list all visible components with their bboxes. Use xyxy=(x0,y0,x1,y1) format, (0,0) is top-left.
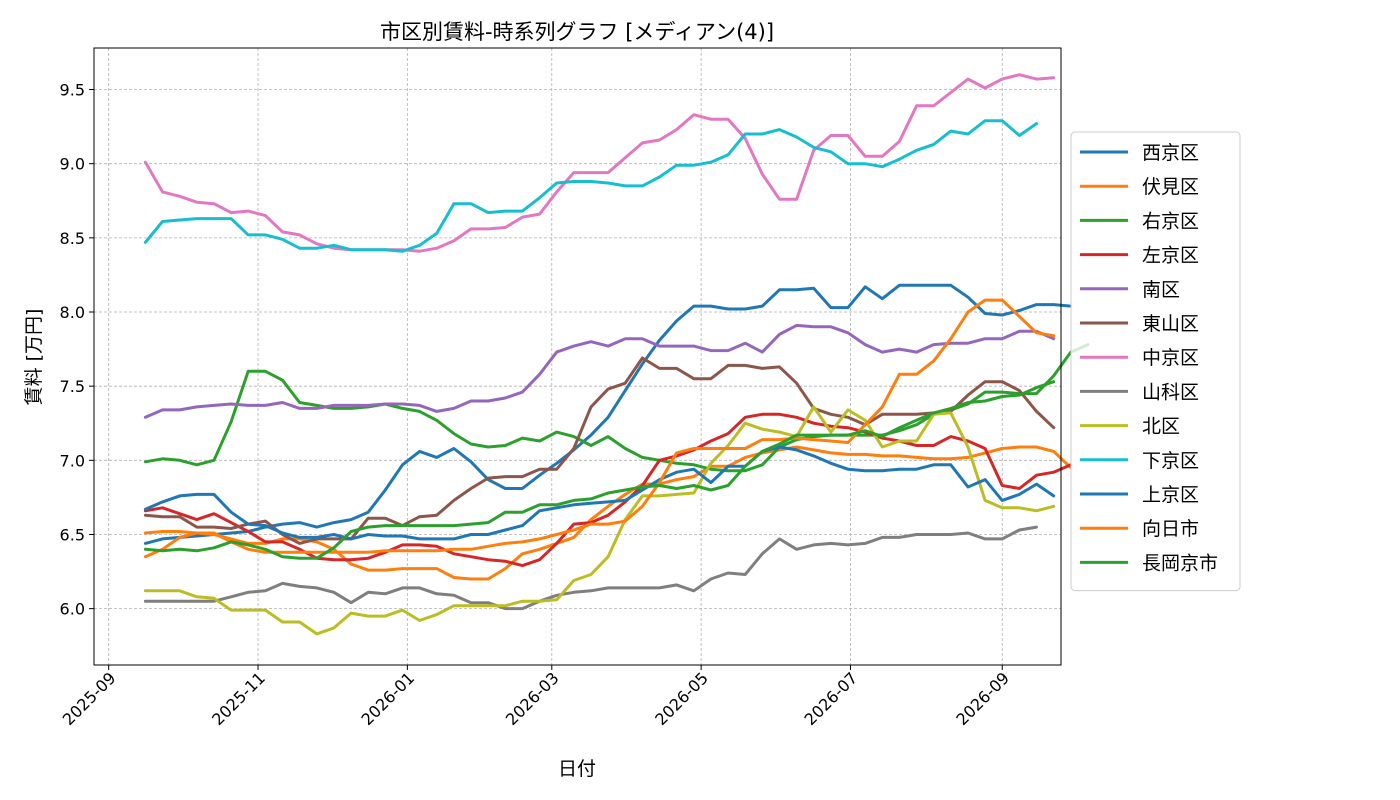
legend-label: 右京区 xyxy=(1142,210,1199,232)
y-tick-label: 6.0 xyxy=(60,600,85,619)
legend-label: 山科区 xyxy=(1142,381,1199,403)
y-axis: 6.0 6.5 7.0 7.5 8.0 8.5 9.0 9.5 xyxy=(60,81,94,619)
series-line xyxy=(143,298,1056,559)
legend-label: 中京区 xyxy=(1142,347,1199,369)
legend-label: 北区 xyxy=(1142,416,1180,438)
series-line xyxy=(143,412,1073,568)
series-line xyxy=(143,323,1056,419)
series-line xyxy=(143,356,1056,545)
series-line xyxy=(143,380,1056,560)
x-axis-label: 日付 xyxy=(558,758,596,780)
legend-label: 左京区 xyxy=(1142,245,1199,267)
series-lines xyxy=(143,73,1090,636)
series-line xyxy=(143,283,1073,545)
y-tick-label: 9.5 xyxy=(60,81,85,100)
y-axis-label: 賃料 [万円] xyxy=(23,309,45,406)
y-tick-label: 7.5 xyxy=(60,377,85,396)
legend-label: 長岡京市 xyxy=(1142,552,1218,574)
plot-frame xyxy=(93,47,1062,666)
chart-title: 市区別賃料-時系列グラフ [メディアン(4)] xyxy=(380,20,774,44)
y-tick-label: 7.0 xyxy=(60,451,85,470)
legend-label: 伏見区 xyxy=(1142,176,1199,198)
series-line xyxy=(143,73,1056,253)
y-tick-label: 6.5 xyxy=(60,525,85,544)
y-tick-label: 9.0 xyxy=(60,155,85,174)
series-line xyxy=(143,119,1038,253)
legend-label: 西京区 xyxy=(1142,142,1199,164)
legend-label: 南区 xyxy=(1142,279,1180,301)
y-tick-label: 8.5 xyxy=(60,229,85,248)
legend-label: 東山区 xyxy=(1142,313,1199,335)
legend-box xyxy=(1070,131,1241,592)
series-line xyxy=(143,525,1038,611)
series-line xyxy=(143,445,1056,541)
series-line xyxy=(143,405,1056,636)
legend-label: 下京区 xyxy=(1142,450,1199,472)
legend-label: 向日市 xyxy=(1142,518,1199,540)
y-tick-label: 8.0 xyxy=(60,303,85,322)
legend-label: 上京区 xyxy=(1142,484,1199,506)
